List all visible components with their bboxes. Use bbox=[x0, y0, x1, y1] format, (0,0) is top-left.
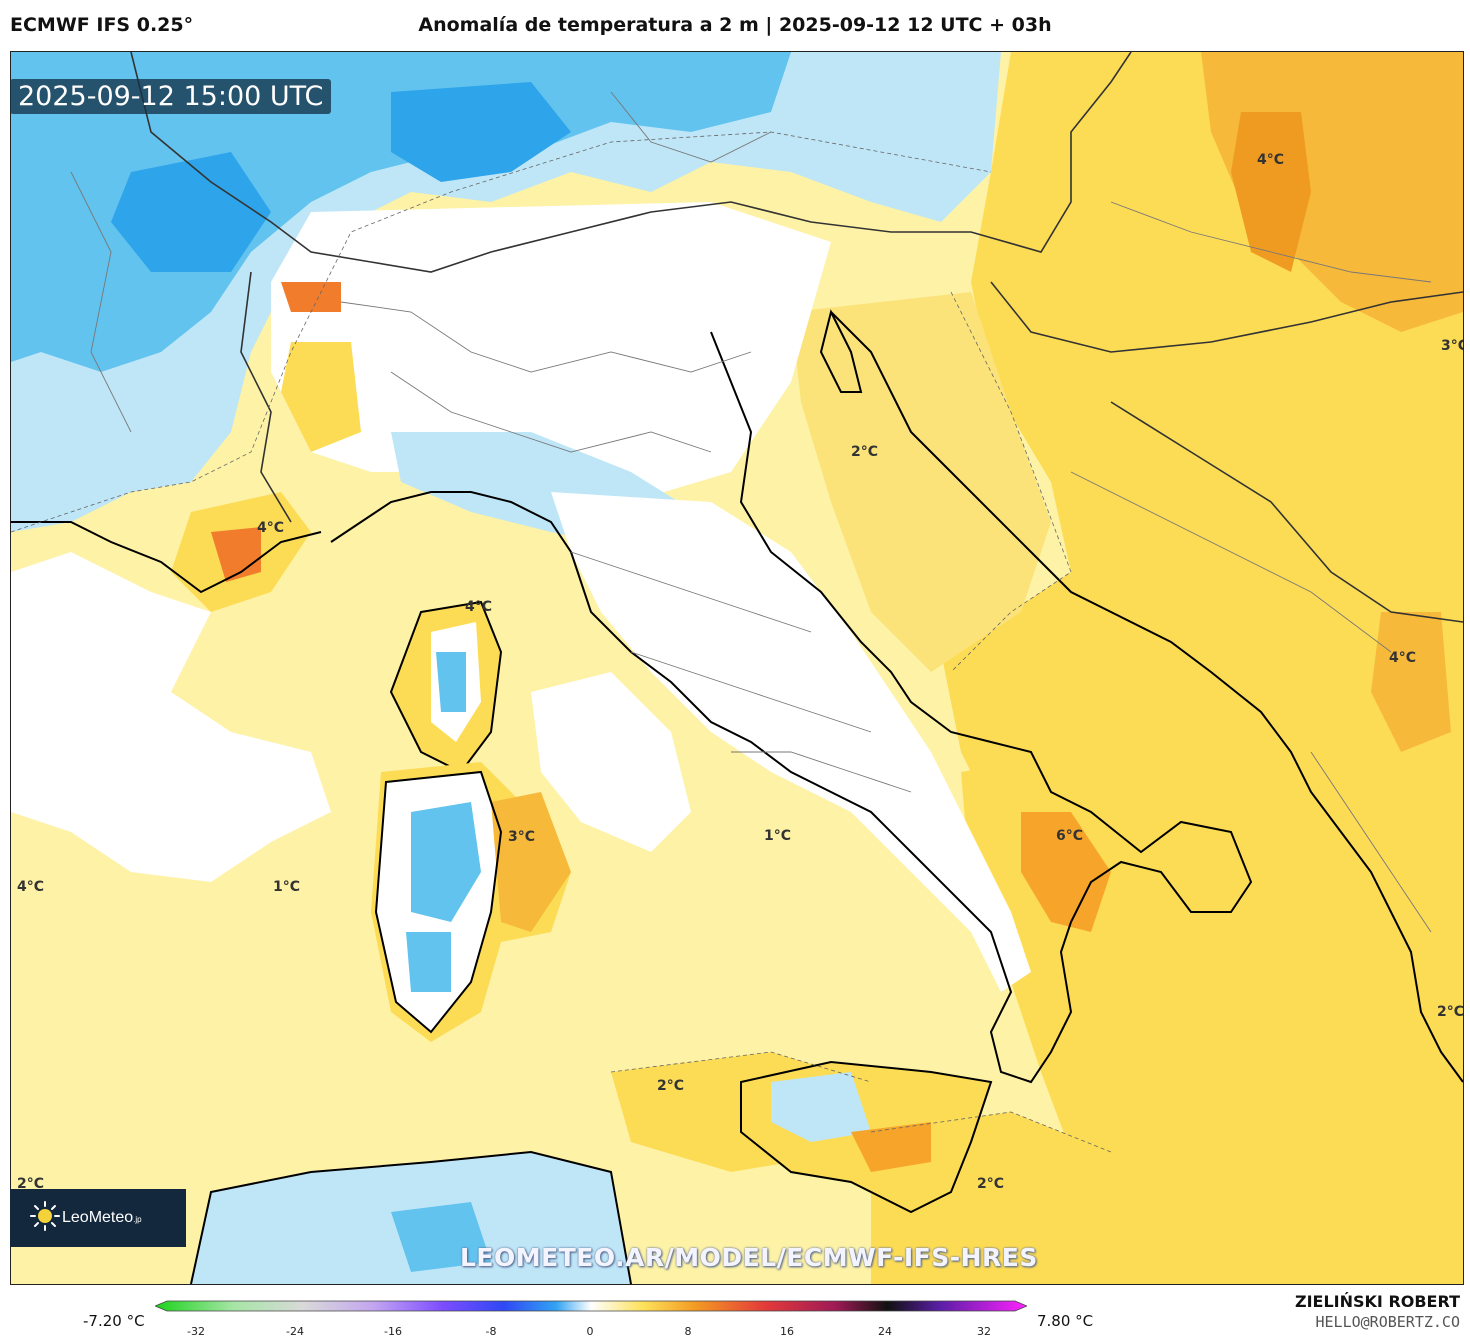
north-africa-coast bbox=[190, 1150, 632, 1284]
apennines-area bbox=[551, 492, 1031, 992]
map-canvas bbox=[11, 52, 1463, 1284]
logo-wordmark: LeoMeteo.jp bbox=[62, 1209, 142, 1226]
balkans-warm-area bbox=[941, 52, 1463, 1284]
colorbar-max-label: 7.80 °C bbox=[1037, 1312, 1094, 1330]
model-name: ECMWF IFS 0.25° bbox=[10, 14, 194, 36]
anomaly-label-balkans: 4°C bbox=[1389, 650, 1417, 666]
colorbar-tick: -16 bbox=[384, 1325, 402, 1338]
corsica-coast bbox=[389, 600, 503, 774]
bosnia-serbia-border bbox=[1110, 401, 1463, 623]
italy-coast bbox=[330, 331, 1253, 1084]
hungary-hot-spot bbox=[1231, 112, 1311, 272]
corsica-cold-area bbox=[436, 652, 466, 712]
model-url-watermark: LEOMETEO.AR/MODEL/ECMWF-IFS-HRES bbox=[460, 1243, 1038, 1272]
valid-time-badge: 2025-09-12 15:00 UTC bbox=[10, 79, 332, 114]
france-italy-border bbox=[240, 271, 292, 523]
sicily-hot-spot bbox=[851, 1122, 931, 1172]
anomaly-label-southwest: 2°C bbox=[17, 1176, 45, 1192]
colorbar bbox=[155, 1300, 1027, 1312]
piedmont-warm-area bbox=[281, 342, 361, 452]
anomaly-label-calabria: 6°C bbox=[1056, 828, 1084, 844]
colorbar-tick: 0 bbox=[586, 1325, 594, 1338]
anomaly-label-provence: 4°C bbox=[257, 520, 285, 536]
anomaly-label-tyrrhenian: 1°C bbox=[764, 828, 792, 844]
sicily-coast bbox=[740, 1060, 993, 1214]
anomaly-label-adriatic: 2°C bbox=[851, 444, 879, 460]
colorbar-tick: -8 bbox=[485, 1325, 497, 1338]
sardinia-warm-core bbox=[491, 792, 571, 932]
anomaly-label-west-edge: 4°C bbox=[17, 879, 45, 895]
adriatic-east-coast bbox=[830, 311, 1463, 1083]
calabria-hot-spot bbox=[1021, 812, 1111, 932]
istria-coast bbox=[819, 309, 863, 393]
balkans-warm-core bbox=[1371, 612, 1451, 752]
west-sea-white-area bbox=[11, 552, 331, 882]
sardinia-cold-area-south bbox=[406, 932, 451, 992]
alps-cold-core-west bbox=[111, 152, 271, 272]
north-africa-cold-core bbox=[391, 1202, 491, 1272]
anomaly-label-hungary-east: 3°C bbox=[1441, 338, 1463, 354]
anomaly-contours bbox=[11, 131, 1112, 1153]
colorbar-tick: 32 bbox=[977, 1325, 991, 1338]
sun-logo-icon bbox=[30, 1201, 60, 1235]
leometeo-logo[interactable]: LeoMeteo.jp bbox=[10, 1189, 186, 1247]
provence-hot-spot bbox=[211, 527, 261, 582]
anomaly-label-ionian: 2°C bbox=[977, 1176, 1005, 1192]
map-title: Anomalía de temperatura a 2 m | 2025-09-… bbox=[418, 14, 1052, 36]
alps-border bbox=[130, 52, 1132, 273]
tyrrhenian-white-area bbox=[531, 672, 691, 852]
temperature-anomaly-map: 4°C 2°C 3°C 4°C 4°C 4°C 3°C 1°C 6°C 1°C … bbox=[10, 51, 1464, 1285]
colorbar-tick: 24 bbox=[878, 1325, 892, 1338]
anomaly-label-south-tyrrhenian: 2°C bbox=[657, 1078, 685, 1094]
sicily-cold-area bbox=[771, 1072, 871, 1142]
france-coast bbox=[11, 521, 322, 594]
colorbar-tick: 8 bbox=[684, 1325, 692, 1338]
alps-hot-spot bbox=[281, 282, 341, 312]
anomaly-label-hungary: 4°C bbox=[1257, 152, 1285, 168]
author-email[interactable]: HELLO@ROBERTZ.CO bbox=[1315, 1313, 1461, 1331]
sardinia-cold-area bbox=[411, 802, 481, 922]
anomaly-label-greece: 2°C bbox=[1437, 1004, 1464, 1020]
regional-borders bbox=[70, 91, 1432, 933]
anomaly-label-west-sea: 1°C bbox=[273, 879, 301, 895]
po-valley-area bbox=[271, 202, 831, 502]
colorbar-min-label: -7.20 °C bbox=[83, 1312, 145, 1330]
alps-cold-core bbox=[391, 82, 571, 182]
adriatic-warm-band bbox=[791, 292, 1051, 672]
anomaly-label-sardinia: 3°C bbox=[508, 829, 536, 845]
colorbar-tick: -32 bbox=[187, 1325, 205, 1338]
author-name: ZIELIŃSKI ROBERT bbox=[1294, 1292, 1460, 1311]
sardinia-coast bbox=[374, 770, 503, 1034]
croatia-hungary-border bbox=[990, 281, 1463, 353]
colorbar-tick: -24 bbox=[286, 1325, 304, 1338]
switzerland-cold-area bbox=[11, 52, 791, 372]
anomaly-label-corsica: 4°C bbox=[465, 599, 493, 615]
colorbar-tick: 16 bbox=[780, 1325, 794, 1338]
